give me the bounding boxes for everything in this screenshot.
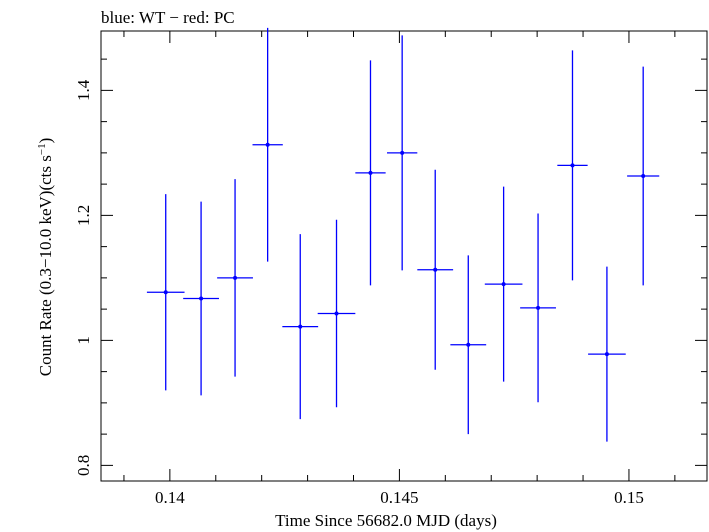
data-point (355, 60, 386, 286)
point-marker (433, 267, 438, 272)
data-point (627, 66, 660, 286)
data-point (520, 213, 556, 403)
y-tick-label: 1 (74, 336, 93, 345)
point-marker (400, 150, 405, 155)
point-marker (641, 174, 646, 178)
point-marker (466, 342, 471, 347)
data-point (387, 35, 418, 271)
data-point (146, 194, 185, 391)
point-marker (570, 163, 575, 168)
data-point (417, 169, 454, 370)
y-axis-label-superscript: −1 (36, 143, 48, 155)
y-axis-ticks: 0.8 1 1.2 1.4 (74, 58, 707, 476)
point-marker (604, 352, 609, 357)
y-axis-label: Count Rate (0.3−10.0 keV)(cts s−1) (36, 138, 55, 377)
point-marker (536, 305, 541, 310)
point-marker (368, 170, 373, 175)
y-tick-label: 1.4 (74, 79, 93, 101)
data-point (183, 201, 219, 396)
point-marker (233, 275, 238, 280)
point-marker (265, 142, 270, 147)
point-marker (163, 290, 168, 295)
y-tick-label: 0.8 (74, 455, 93, 476)
x-tick-label: 0.15 (614, 488, 644, 507)
x-axis-label: Time Since 56682.0 MJD (days) (275, 511, 497, 530)
data-point (450, 255, 487, 435)
point-marker (298, 324, 303, 329)
data-series (146, 27, 660, 442)
point-marker (334, 311, 339, 316)
data-point (557, 50, 588, 281)
data-point (588, 266, 626, 442)
x-axis-ticks: 0.14 0.145 0.15 (123, 31, 676, 507)
y-tick-label: 1.2 (74, 205, 93, 226)
x-tick-label: 0.14 (155, 488, 185, 507)
y-axis-label-main: Count Rate (0.3−10.0 keV)(cts s (36, 155, 55, 376)
point-marker (501, 282, 506, 287)
data-point (317, 219, 356, 408)
data-point (282, 234, 319, 420)
data-point (252, 27, 283, 262)
data-point (217, 179, 253, 377)
x-tick-label: 0.145 (380, 488, 418, 507)
data-point (484, 186, 523, 382)
plot-frame (100, 30, 708, 482)
chart-title: blue: WT − red: PC (101, 8, 235, 27)
point-marker (199, 296, 204, 301)
y-axis-label-close: ) (36, 138, 55, 144)
